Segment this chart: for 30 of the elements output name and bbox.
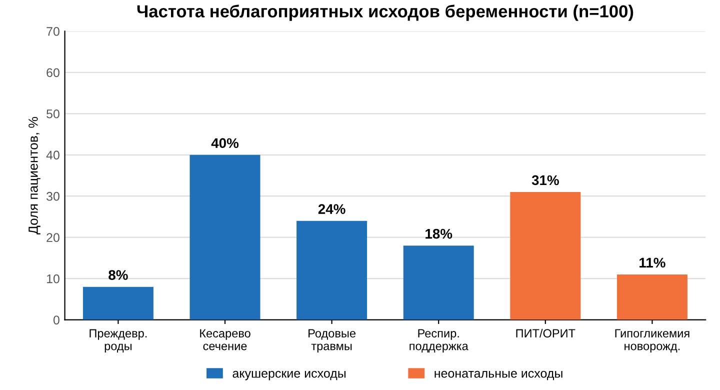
bar: [403, 246, 474, 320]
x-tick-label: Родовые травмы: [308, 329, 356, 353]
data-label: 31%: [532, 175, 559, 186]
bar: [616, 274, 688, 320]
legend-label: акушерские исходы: [232, 370, 346, 380]
x-tick-label: Гипогликемия новорожд.: [615, 329, 690, 353]
data-label: 18%: [426, 228, 452, 239]
bar: [190, 154, 260, 320]
data-label: 8%: [108, 270, 128, 280]
data-label: 24%: [318, 204, 346, 214]
x-tick-label: Респир. поддержка: [410, 329, 468, 353]
bar: [82, 286, 154, 320]
legend-label: неонатальные исходы: [434, 370, 562, 380]
bar: [510, 192, 581, 320]
x-tick-label: Преждевр. роды: [90, 329, 147, 353]
x-tick-label: Кесарево сечение: [200, 329, 250, 350]
x-tick-label: ПИТ/ОРИТ: [516, 328, 576, 338]
y-tick-label: 30: [46, 192, 60, 201]
y-tick-label: 70: [46, 27, 60, 36]
y-tick-label: 40: [46, 150, 60, 160]
y-tick-label: 10: [46, 274, 60, 284]
y-axis-title: Доля пациентов, %: [28, 116, 40, 234]
bar: [296, 220, 368, 320]
data-label: 11%: [640, 258, 666, 268]
chart-title: Частота неблагоприятных исходов беременности (n=100): [137, 4, 634, 21]
y-tick-label: 60: [46, 68, 60, 78]
y-tick-label: 50: [46, 109, 60, 118]
y-tick-label: 20: [46, 233, 60, 242]
data-label: 40%: [211, 138, 239, 148]
y-tick-label: 0: [53, 316, 60, 324]
